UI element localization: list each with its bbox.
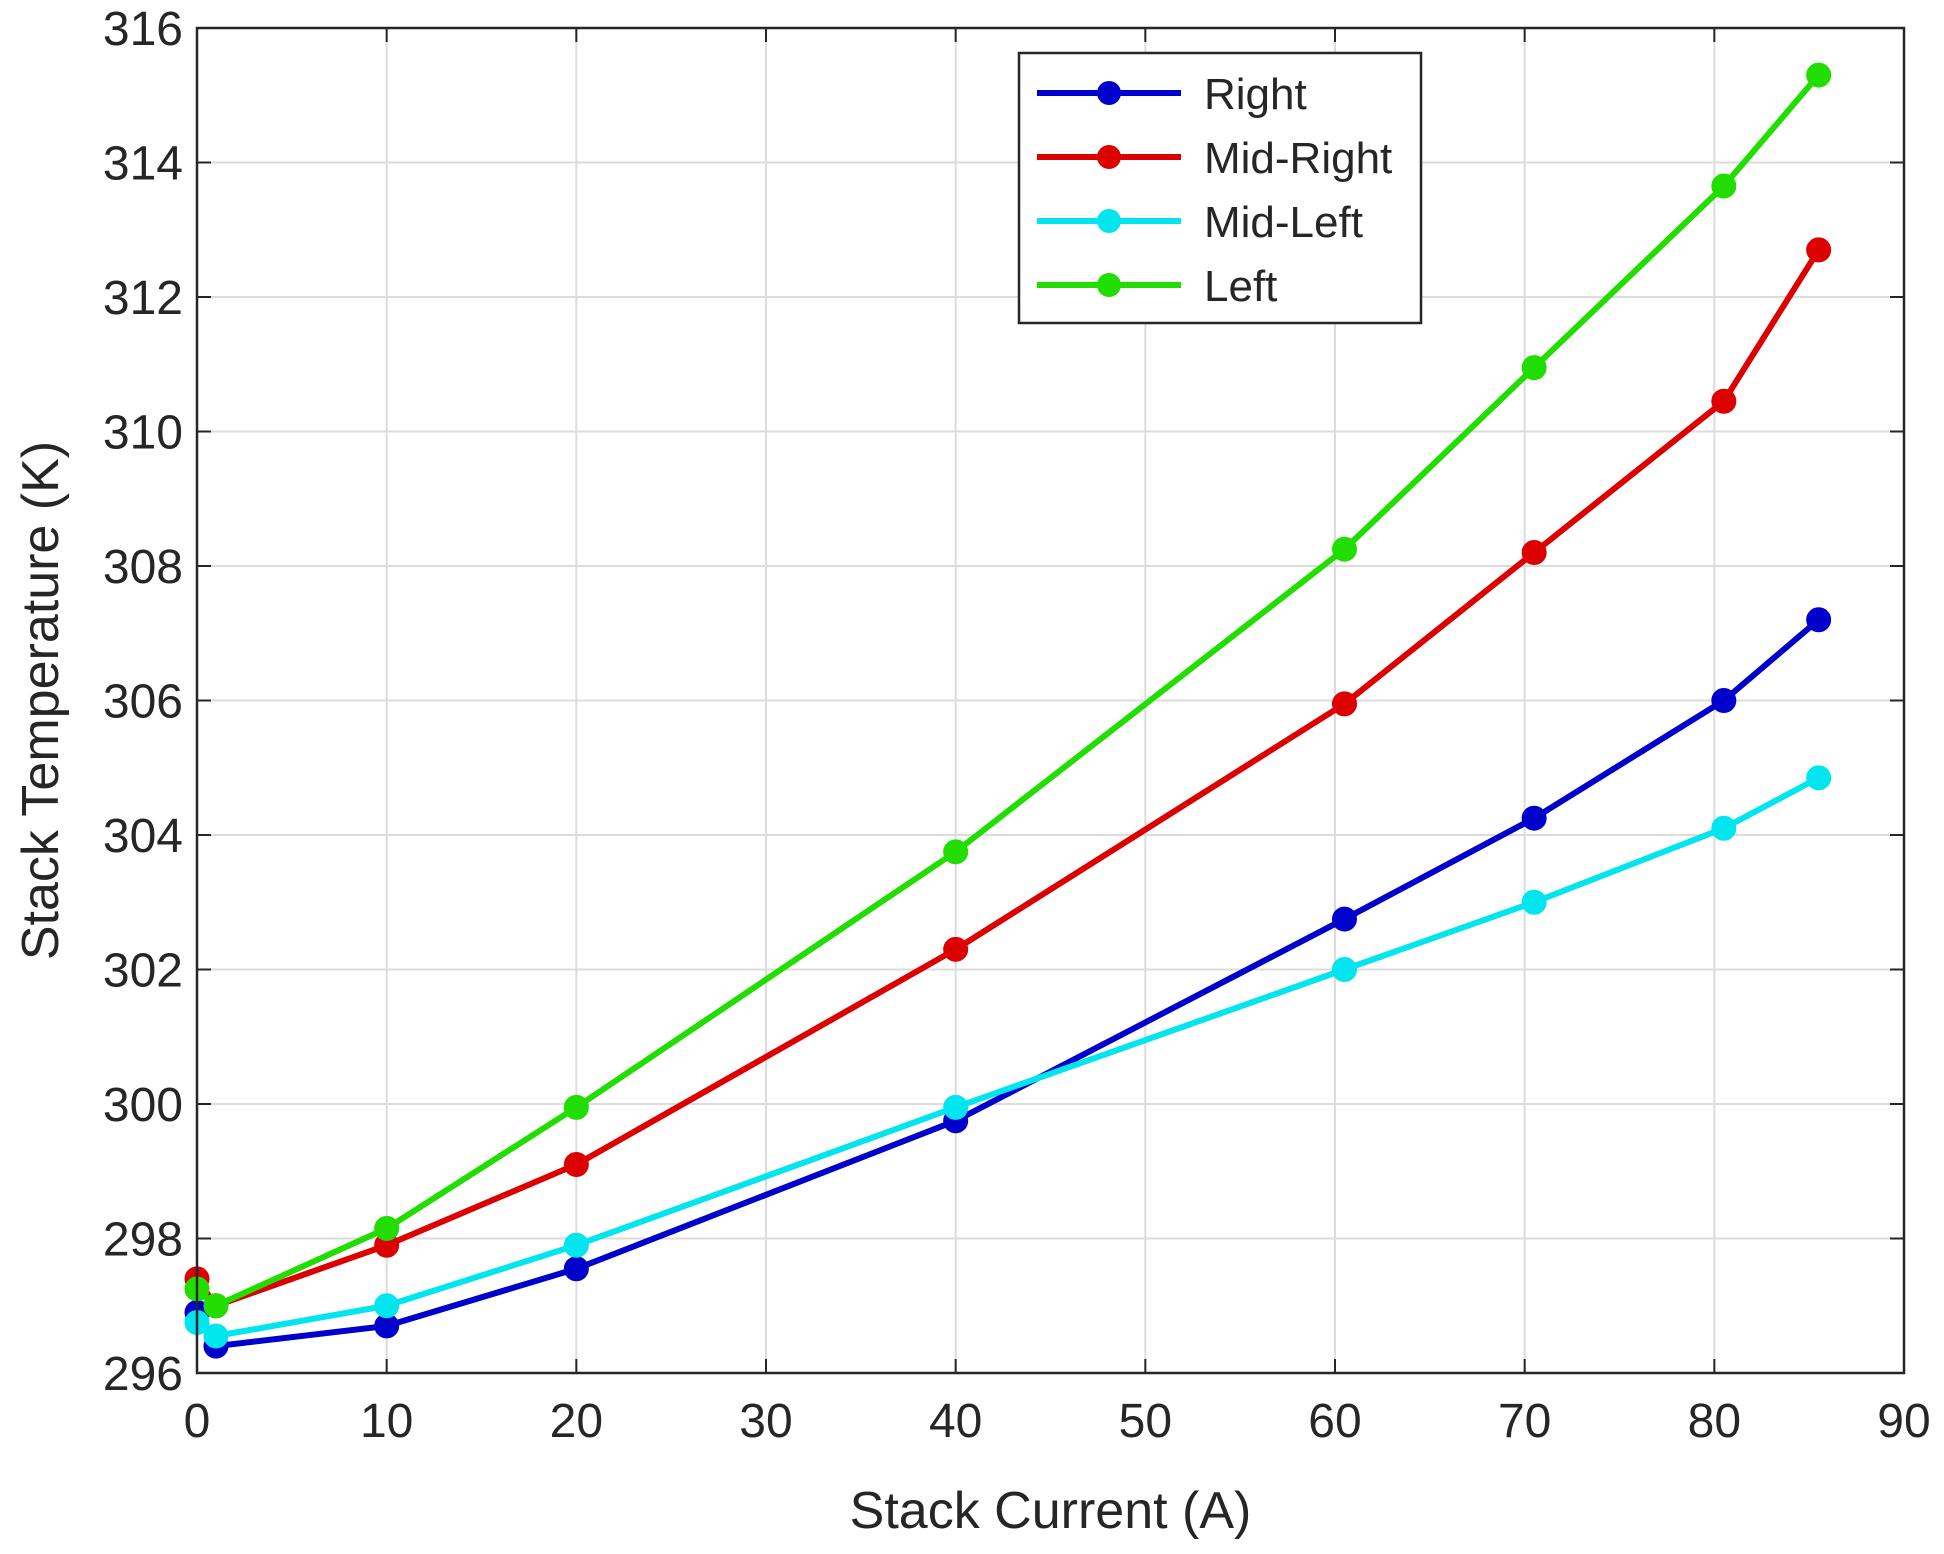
data-point-left <box>1806 62 1832 88</box>
legend-label: Mid-Left <box>1204 198 1363 247</box>
data-point-right <box>1806 607 1832 633</box>
x-tick-label: 0 <box>184 1395 211 1448</box>
y-tick-label: 312 <box>103 272 183 325</box>
legend-item-mid-left: Mid-Left <box>1037 198 1363 247</box>
data-point-mid-right <box>1331 691 1357 717</box>
data-point-left <box>563 1094 589 1120</box>
legend: Right Mid-Right Mid-Left Left <box>1017 51 1423 325</box>
y-axis-label: Stack Temperature (K) <box>12 441 70 960</box>
y-tick-label: 304 <box>103 810 183 863</box>
legend-swatch-marker <box>1097 145 1121 169</box>
legend-label: Mid-Right <box>1204 134 1392 183</box>
data-point-mid-left <box>1521 889 1547 915</box>
data-point-left <box>1331 536 1357 562</box>
y-tick-label: 300 <box>103 1079 183 1132</box>
legend-box <box>1017 51 1423 325</box>
x-tick-label: 80 <box>1688 1395 1741 1448</box>
data-point-right <box>1711 688 1737 713</box>
x-axis-label: Stack Current (A) <box>850 1482 1252 1540</box>
data-point-right <box>1521 805 1547 831</box>
legend-swatch-marker <box>1097 81 1121 105</box>
y-tick-label: 308 <box>103 541 183 594</box>
data-point-mid-left <box>374 1293 400 1319</box>
legend-swatch-marker <box>1097 273 1121 297</box>
legend-item-left: Left <box>1037 262 1277 311</box>
data-point-left <box>1521 355 1547 381</box>
x-tick-label: 70 <box>1498 1395 1551 1448</box>
y-axis: 296 298 300 302 304 306 308 310 312 314 316 <box>103 3 1904 1401</box>
data-point-mid-right <box>1711 388 1737 414</box>
x-axis: 0 10 20 30 40 50 60 70 80 90 <box>184 28 1931 1448</box>
data-point-mid-left <box>1806 765 1832 791</box>
legend-swatch-marker <box>1097 209 1121 233</box>
data-point-mid-left <box>1711 815 1737 841</box>
data-point-mid-right <box>1806 237 1832 263</box>
legend-item-right: Right <box>1037 70 1307 119</box>
series-left <box>184 62 1832 1319</box>
y-tick-label: 302 <box>103 945 183 998</box>
data-point-mid-left <box>943 1094 969 1120</box>
legend-label: Left <box>1204 262 1277 311</box>
data-point-right <box>563 1256 589 1282</box>
x-tick-label: 60 <box>1308 1395 1361 1448</box>
x-tick-label: 10 <box>360 1395 413 1448</box>
data-point-mid-right <box>943 936 969 962</box>
data-point-left <box>1711 173 1737 199</box>
data-point-left <box>203 1293 229 1319</box>
data-point-mid-left <box>563 1232 589 1258</box>
x-tick-label: 20 <box>550 1395 603 1448</box>
x-tick-label: 30 <box>739 1395 792 1448</box>
data-point-mid-right <box>563 1152 589 1178</box>
data-point-mid-right <box>1521 540 1547 566</box>
data-point-mid-left <box>1331 957 1357 982</box>
data-point-left <box>374 1215 400 1241</box>
series-layer <box>184 62 1832 1359</box>
y-tick-label: 310 <box>103 407 183 460</box>
legend-item-mid-right: Mid-Right <box>1037 134 1392 183</box>
x-tick-label: 50 <box>1119 1395 1172 1448</box>
legend-label: Right <box>1204 70 1307 119</box>
data-point-right <box>1331 906 1357 932</box>
y-tick-label: 316 <box>103 3 183 56</box>
data-point-mid-left <box>203 1323 229 1349</box>
y-tick-label: 296 <box>103 1348 183 1401</box>
y-tick-label: 306 <box>103 676 183 729</box>
x-tick-label: 40 <box>929 1395 982 1448</box>
x-tick-label: 90 <box>1877 1395 1930 1448</box>
data-point-left <box>943 839 969 865</box>
y-tick-label: 298 <box>103 1214 183 1267</box>
y-tick-label: 314 <box>103 138 183 191</box>
